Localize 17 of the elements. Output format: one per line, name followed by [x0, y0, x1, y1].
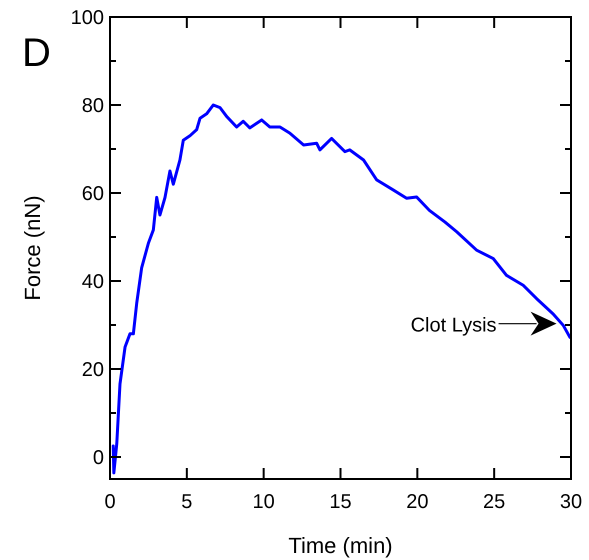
x-tick-label: 10: [252, 491, 275, 513]
x-tick-label: 15: [329, 491, 352, 513]
y-axis-title: Force (nN): [20, 195, 45, 301]
x-tick-label: 20: [406, 491, 428, 513]
y-tick-label: 100: [70, 7, 104, 29]
y-tick-label: 40: [82, 271, 104, 293]
x-tick-label: 25: [483, 491, 506, 513]
y-tick-label: 0: [92, 447, 104, 469]
y-tick-label: 20: [82, 359, 104, 381]
y-tick-label: 80: [82, 95, 104, 117]
text: D: [22, 31, 51, 75]
x-tick-label: 5: [181, 491, 192, 513]
annotation: Clot Lysis: [410, 314, 497, 337]
x-axis-title: Time (min): [288, 533, 393, 558]
y-tick-label: 60: [82, 183, 104, 205]
x-tick-label: 30: [560, 491, 582, 513]
line-series: [112, 104, 572, 474]
